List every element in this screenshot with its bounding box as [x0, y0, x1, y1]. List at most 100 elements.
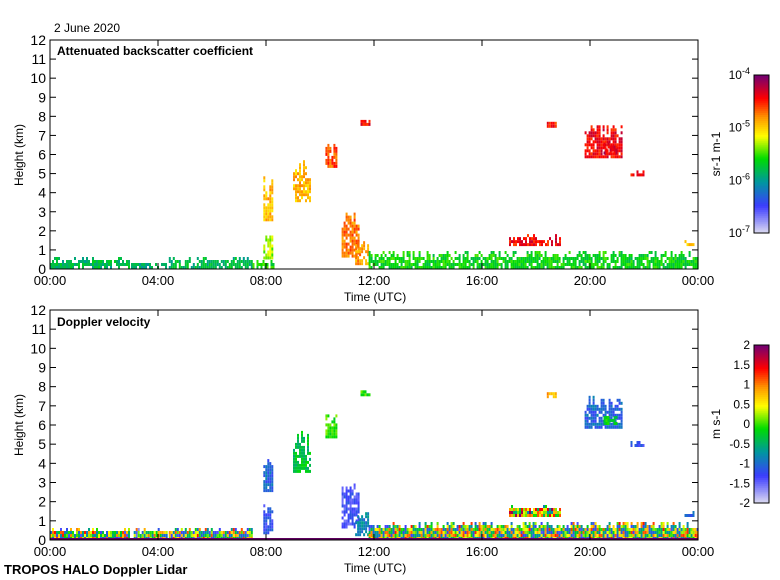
colorbar-cell — [754, 429, 769, 433]
data-cell — [554, 257, 557, 260]
data-cell — [588, 395, 591, 399]
data-cell — [269, 209, 272, 213]
data-cell — [124, 534, 126, 537]
data-cell — [382, 257, 385, 260]
data-cell — [594, 149, 597, 153]
data-cell — [500, 266, 503, 269]
data-cell — [554, 534, 557, 537]
data-cell — [345, 248, 348, 252]
data-cell — [309, 469, 311, 473]
data-cell — [528, 531, 531, 534]
data-cell — [452, 531, 455, 534]
data-cell — [396, 525, 399, 528]
data-cell — [212, 260, 215, 263]
data-cell — [609, 145, 612, 149]
data-cell — [122, 534, 124, 537]
data-cell — [436, 263, 439, 266]
data-cell — [598, 410, 601, 414]
data-cell — [640, 522, 643, 525]
colorbar-cell — [754, 134, 769, 137]
data-cell — [584, 260, 587, 263]
data-cell — [588, 131, 591, 135]
data-cell — [353, 239, 356, 243]
data-cell — [608, 137, 611, 141]
data-cell — [327, 161, 330, 165]
data-cell — [662, 522, 665, 525]
data-cell — [522, 525, 525, 528]
data-cell — [416, 528, 419, 531]
data-cell — [271, 191, 274, 195]
data-cell — [602, 531, 605, 534]
data-cell — [560, 263, 563, 266]
data-cell — [252, 266, 255, 269]
data-cell — [214, 534, 217, 537]
data-cell — [511, 505, 513, 508]
data-cell — [355, 250, 358, 254]
data-cell — [530, 525, 533, 528]
data-cell — [684, 531, 687, 534]
data-cell — [329, 149, 332, 153]
data-cell — [478, 531, 481, 534]
data-cell — [622, 531, 625, 534]
data-cell — [576, 254, 579, 257]
data-cell — [598, 146, 601, 150]
data-cell — [530, 257, 533, 260]
data-cell — [552, 531, 555, 534]
data-cell — [376, 254, 379, 257]
data-cell — [270, 266, 273, 269]
data-cell — [510, 260, 513, 263]
data-cell — [608, 398, 611, 402]
data-cell — [386, 525, 389, 528]
data-cell — [333, 426, 336, 430]
data-cell — [596, 266, 599, 269]
data-cell — [546, 121, 549, 125]
data-cell — [295, 457, 297, 461]
data-cell — [516, 528, 519, 531]
data-cell — [263, 194, 266, 198]
data-cell — [269, 191, 272, 195]
data-cell — [297, 445, 299, 449]
data-cell — [363, 256, 366, 260]
data-cell — [618, 143, 621, 147]
data-cell — [378, 525, 381, 528]
colorbar-cell — [754, 449, 769, 453]
data-cell — [622, 257, 625, 260]
data-cell — [76, 531, 78, 534]
data-cell — [58, 534, 60, 537]
data-cell — [208, 266, 211, 269]
data-cell — [367, 533, 370, 537]
data-cell — [494, 260, 497, 263]
data-cell — [72, 531, 74, 534]
data-cell — [620, 525, 623, 528]
data-cell — [596, 152, 599, 156]
data-cell — [596, 407, 599, 411]
data-cell — [422, 257, 425, 260]
data-cell — [452, 266, 455, 269]
data-cell — [263, 516, 266, 520]
data-cell — [355, 495, 358, 499]
data-cell — [248, 528, 251, 531]
data-cell — [618, 422, 621, 426]
data-cell — [102, 263, 104, 266]
data-cell — [246, 534, 249, 537]
data-cell — [353, 227, 356, 231]
data-cell — [372, 525, 375, 528]
y-tick-label: 12 — [30, 32, 46, 48]
data-cell — [496, 257, 499, 260]
data-cell — [293, 454, 295, 458]
data-cell — [464, 266, 467, 269]
data-cell — [366, 393, 369, 397]
data-cell — [359, 524, 362, 528]
data-cell — [498, 257, 501, 260]
colorbar-cell — [754, 183, 769, 187]
data-cell — [452, 260, 455, 263]
data-cell — [428, 534, 431, 537]
data-cell — [588, 260, 591, 263]
data-cell — [552, 254, 555, 257]
data-cell — [458, 534, 461, 537]
data-cell — [521, 243, 523, 247]
colorbar-cell — [754, 223, 769, 226]
data-cell — [456, 263, 459, 266]
colorbar-label: m s-1 — [709, 409, 723, 439]
data-cell — [576, 525, 579, 528]
